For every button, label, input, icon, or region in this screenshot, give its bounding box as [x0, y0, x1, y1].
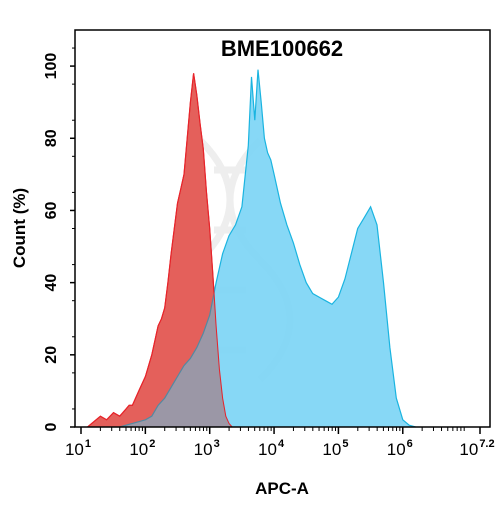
y-axis-label: Count (%) — [10, 188, 29, 268]
chart-title: BME100662 — [221, 36, 343, 61]
series-2-outline — [119, 69, 416, 428]
x-tick-label: 106 — [387, 438, 413, 459]
tick-layer: 0 20 40 60 80 100 101 102 103 104 105 106 107.2 — [43, 47, 495, 459]
y-tick-label: 60 — [43, 201, 60, 219]
series-2-area — [119, 69, 416, 427]
y-tick-label: 0 — [43, 422, 60, 431]
x-tick-label: 105 — [322, 438, 348, 459]
y-tick-label: 40 — [43, 274, 60, 292]
x-tick-label: 104 — [258, 438, 285, 459]
series-layer — [86, 69, 416, 428]
x-tick-label: 103 — [194, 438, 220, 459]
series-overlap-tint — [86, 73, 234, 428]
x-tick-label: 102 — [129, 438, 155, 459]
y-tick-label: 80 — [43, 129, 60, 147]
series-1-area — [87, 73, 233, 428]
x-tick-label: 101 — [65, 438, 91, 459]
y-tick-label: 20 — [43, 346, 60, 364]
x-axis-label: APC-A — [255, 479, 309, 498]
y-tick-label: 100 — [43, 53, 60, 80]
x-tick-label: 107.2 — [459, 438, 494, 459]
